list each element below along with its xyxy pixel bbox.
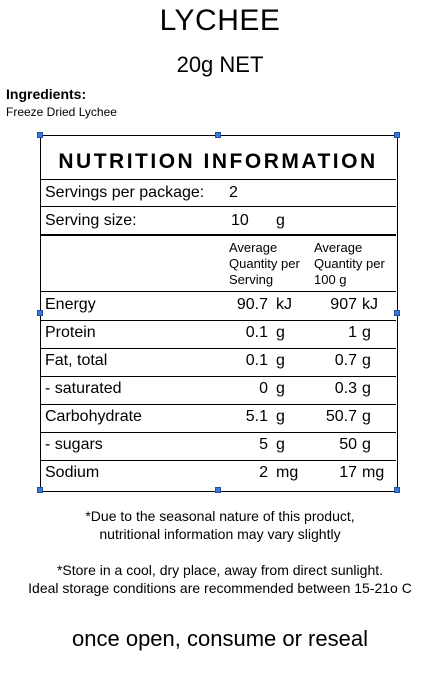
per-100g-unit: g — [362, 380, 371, 397]
resize-handle-right[interactable] — [394, 310, 400, 316]
col-head-line: Average — [229, 240, 278, 255]
per-100g-unit: mg — [362, 464, 385, 481]
per-serving-unit: kJ — [276, 296, 292, 313]
ingredients-text: Freeze Dried Lychee — [6, 105, 117, 119]
resize-handle-bottom[interactable] — [215, 487, 221, 493]
resize-handle-bottom-left[interactable] — [37, 487, 43, 493]
col-head-line: Average — [314, 240, 363, 255]
nutrient-name: Fat, total — [45, 352, 108, 369]
product-title: LYCHEE — [159, 4, 281, 37]
per-100g-unit: g — [362, 408, 371, 425]
serving-size-value: 10 — [231, 212, 249, 229]
per-100g-unit: g — [362, 324, 371, 341]
storage-note-line-1: *Store in a cool, dry place, away from d… — [56, 562, 384, 578]
col-head-per-serving: Average Quantity per Serving — [229, 240, 300, 288]
per-100g-value: 50 — [339, 436, 357, 453]
per-serving-value: 0.1 — [245, 352, 268, 369]
divider — [41, 460, 396, 461]
nutrient-name: Protein — [45, 324, 96, 341]
per-serving-unit: mg — [276, 464, 299, 481]
servings-label: Servings per package: — [45, 184, 205, 201]
col-head-line: Serving — [229, 272, 274, 287]
per-100g-value: 907 — [330, 296, 357, 313]
per-serving-value: 2 — [259, 464, 268, 481]
nutrient-name: Carbohydrate — [45, 408, 142, 425]
divider — [41, 179, 396, 180]
col-head-line: 100 g — [314, 272, 347, 287]
divider — [41, 376, 396, 377]
col-head-line: Quantity per — [229, 256, 300, 271]
resize-handle-left[interactable] — [37, 310, 43, 316]
storage-note-line-2: Ideal storage conditions are recommended… — [28, 580, 412, 596]
nutrient-name: Energy — [45, 296, 96, 313]
nutrient-name: - saturated — [45, 380, 122, 397]
resize-handle-top-left[interactable] — [37, 132, 43, 138]
resize-handle-top[interactable] — [215, 132, 221, 138]
divider — [41, 432, 396, 433]
per-100g-value: 0.7 — [334, 352, 357, 369]
net-weight: 20g NET — [176, 52, 264, 77]
per-serving-value: 90.7 — [236, 296, 268, 313]
per-serving-value: 0 — [259, 380, 268, 397]
per-serving-unit: g — [276, 408, 285, 425]
divider — [41, 348, 396, 349]
col-head-line: Quantity per — [314, 256, 385, 271]
per-serving-value: 5 — [259, 436, 268, 453]
per-100g-value: 50.7 — [325, 408, 357, 425]
divider — [41, 291, 396, 292]
per-serving-value: 0.1 — [245, 324, 268, 341]
per-100g-value: 1 — [348, 324, 357, 341]
servings-value: 2 — [229, 184, 238, 201]
seasonal-note-line-1: *Due to the seasonal nature of this prod… — [85, 508, 355, 524]
serving-size-unit: g — [276, 212, 285, 229]
per-serving-unit: g — [276, 324, 285, 341]
nutrient-name: Sodium — [45, 464, 100, 481]
per-100g-unit: g — [362, 436, 371, 453]
per-100g-unit: kJ — [362, 296, 378, 313]
ingredients-heading: Ingredients: — [6, 86, 87, 102]
per-100g-value: 0.3 — [334, 380, 357, 397]
reseal-instruction: once open, consume or reseal — [72, 626, 368, 651]
seasonal-note-line-2: nutritional information may vary slightl… — [99, 526, 341, 542]
divider — [41, 206, 396, 207]
per-serving-unit: g — [276, 380, 285, 397]
resize-handle-bottom-right[interactable] — [394, 487, 400, 493]
nutrient-name: - sugars — [45, 436, 103, 453]
per-100g-value: 17 — [339, 464, 357, 481]
per-serving-unit: g — [276, 436, 285, 453]
per-serving-unit: g — [276, 352, 285, 369]
divider — [41, 404, 396, 405]
serving-size-label: Serving size: — [45, 212, 137, 229]
resize-handle-top-right[interactable] — [394, 132, 400, 138]
per-serving-value: 5.1 — [245, 408, 268, 425]
nutrition-title: NUTRITION INFORMATION — [58, 150, 378, 173]
divider — [41, 320, 396, 321]
divider-thick — [41, 234, 396, 236]
col-head-per-100g: Average Quantity per 100 g — [314, 240, 385, 288]
per-100g-unit: g — [362, 352, 371, 369]
